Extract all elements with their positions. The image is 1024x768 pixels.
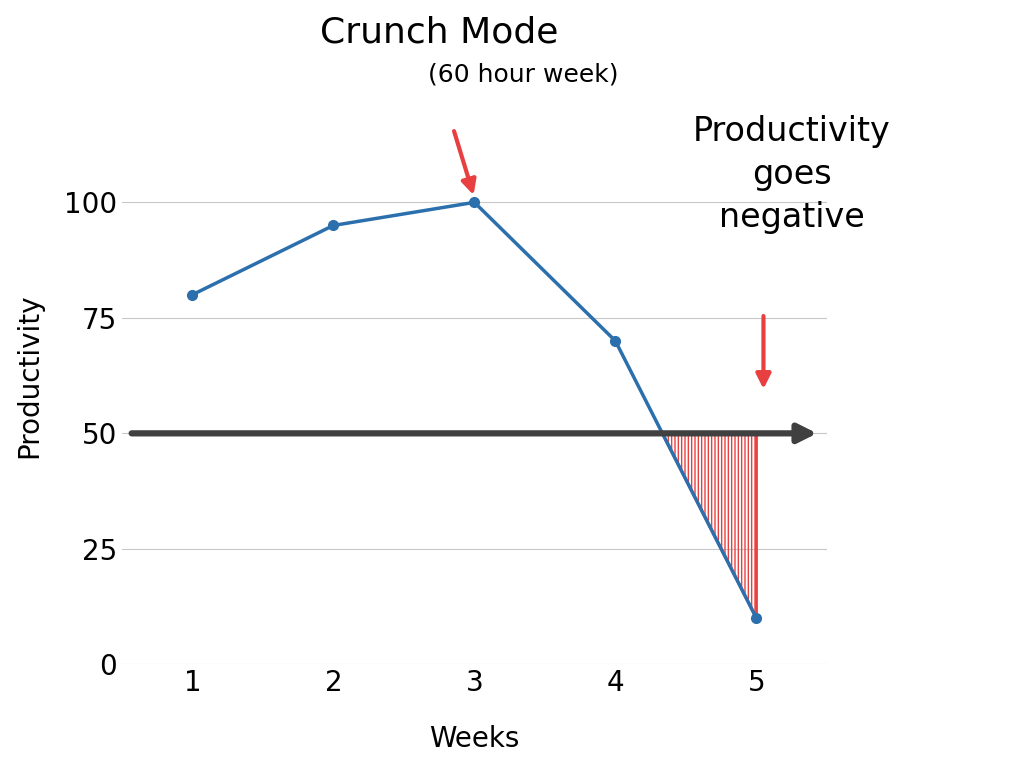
Text: Productivity
goes
negative: Productivity goes negative bbox=[693, 114, 891, 234]
Text: Crunch Mode: Crunch Mode bbox=[319, 16, 558, 50]
Text: (60 hour week): (60 hour week) bbox=[428, 63, 618, 87]
Y-axis label: Productivity: Productivity bbox=[15, 293, 43, 458]
X-axis label: Weeks: Weeks bbox=[429, 725, 519, 753]
